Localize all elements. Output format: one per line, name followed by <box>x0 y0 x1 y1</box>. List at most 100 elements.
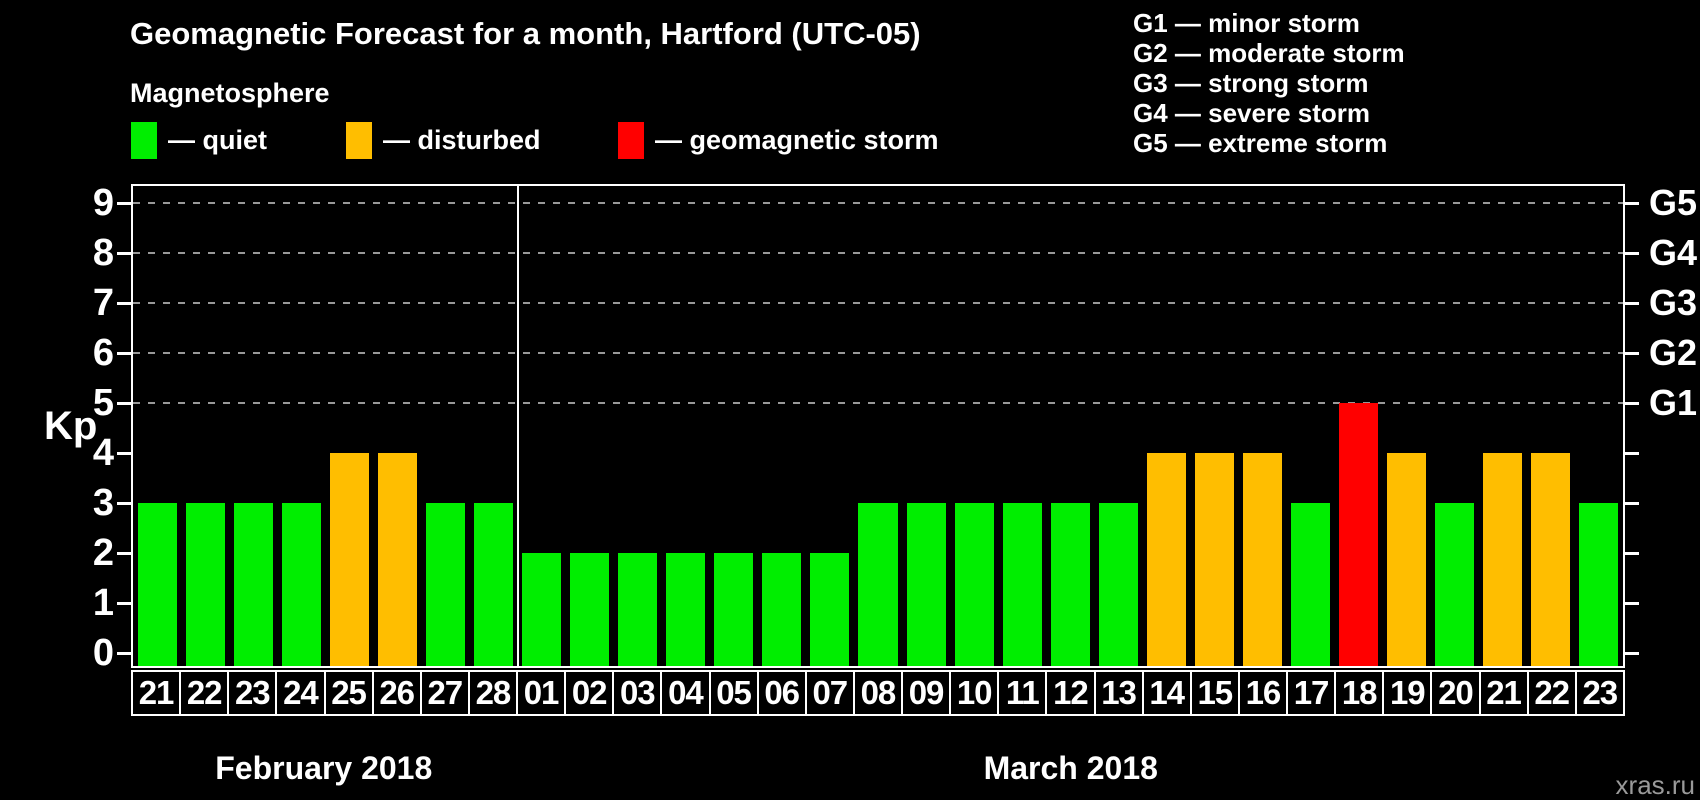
y-axis-tick <box>117 502 131 505</box>
kp-bar-march-03 <box>618 553 658 666</box>
kp-bar-february-25 <box>329 453 369 666</box>
kp-bar-february-24 <box>281 503 321 666</box>
kp-bar-february-23 <box>233 503 273 666</box>
right-axis-tick <box>1625 502 1639 505</box>
y-axis-tick <box>117 452 131 455</box>
g-legend-line-4: G4 — severe storm <box>1133 98 1371 128</box>
date-cell-march-10: 10 <box>949 670 1000 716</box>
kp-bar-march-14 <box>1146 453 1186 666</box>
kp-bar-february-21 <box>137 503 177 666</box>
kp-bar-march-11 <box>1002 503 1042 666</box>
date-cell-march-09: 09 <box>901 670 952 716</box>
date-cell-february-21: 21 <box>131 670 182 716</box>
kp-bar-march-22 <box>1531 453 1571 666</box>
legend-item-quiet: — quiet <box>131 121 267 159</box>
y-tick-label-7: 7 <box>92 282 114 324</box>
kp-bar-february-27 <box>425 503 465 666</box>
date-cell-march-19: 19 <box>1382 670 1433 716</box>
right-axis-tick <box>1625 652 1639 655</box>
gridline-kp5 <box>133 402 1623 404</box>
legend-swatch-quiet <box>131 121 157 159</box>
date-cell-march-14: 14 <box>1141 670 1192 716</box>
kp-bar-march-01 <box>522 553 562 666</box>
month-divider <box>516 186 519 666</box>
y-tick-label-3: 3 <box>92 482 114 524</box>
date-cell-march-16: 16 <box>1237 670 1288 716</box>
gridline-kp6 <box>133 352 1623 354</box>
date-cell-february-28: 28 <box>467 670 518 716</box>
date-cell-march-21: 21 <box>1478 670 1529 716</box>
y-tick-label-5: 5 <box>92 382 114 424</box>
legend-item-disturbed: — disturbed <box>346 121 541 159</box>
kp-bar-february-22 <box>185 503 225 666</box>
y-axis-tick <box>117 402 131 405</box>
chart-title: Geomagnetic Forecast for a month, Hartfo… <box>130 16 921 51</box>
right-axis-tick <box>1625 602 1639 605</box>
kp-bar-march-23 <box>1579 503 1619 666</box>
right-axis-tick <box>1625 202 1639 205</box>
month-label-february: February 2018 <box>215 750 433 786</box>
kp-bar-march-07 <box>810 553 850 666</box>
date-cell-february-26: 26 <box>371 670 422 716</box>
right-axis-tick <box>1625 552 1639 555</box>
kp-bar-march-13 <box>1098 503 1138 666</box>
y-axis-tick <box>117 352 131 355</box>
kp-bar-march-08 <box>858 503 898 666</box>
kp-bar-march-06 <box>762 553 802 666</box>
y-tick-label-2: 2 <box>92 532 114 574</box>
kp-bar-march-10 <box>954 503 994 666</box>
right-axis-tick <box>1625 452 1639 455</box>
date-cell-march-20: 20 <box>1430 670 1481 716</box>
y-tick-label-4: 4 <box>92 432 114 474</box>
gridline-kp7 <box>133 302 1623 304</box>
g-legend-line-3: G3 — strong storm <box>1133 68 1369 98</box>
date-cell-march-13: 13 <box>1093 670 1144 716</box>
legend-item-label: — disturbed <box>383 124 541 155</box>
kp-bar-march-04 <box>666 553 706 666</box>
kp-bar-march-15 <box>1194 453 1234 666</box>
y-axis-tick <box>117 652 131 655</box>
date-cell-march-11: 11 <box>997 670 1048 716</box>
date-cell-march-22: 22 <box>1526 670 1577 716</box>
date-cell-march-12: 12 <box>1045 670 1096 716</box>
y-axis-tick <box>117 602 131 605</box>
right-axis-tick <box>1625 402 1639 405</box>
g-legend-line-2: G2 — moderate storm <box>1133 38 1405 68</box>
kp-bar-february-26 <box>377 453 417 666</box>
y-axis-tick <box>117 302 131 305</box>
gridline-kp9 <box>133 202 1623 204</box>
y-axis-label: Kp <box>44 404 98 448</box>
y-axis-tick <box>117 202 131 205</box>
date-cell-march-23: 23 <box>1574 670 1625 716</box>
y-tick-label-8: 8 <box>92 232 114 274</box>
kp-bar-february-28 <box>473 503 513 666</box>
legend-item-storm: — geomagnetic storm <box>618 121 939 159</box>
magnetosphere-legend: — quiet — disturbed — geomagnetic storm <box>0 121 1100 159</box>
date-cell-march-02: 02 <box>564 670 615 716</box>
date-cell-february-25: 25 <box>323 670 374 716</box>
right-axis-tick <box>1625 352 1639 355</box>
kp-bar-march-19 <box>1387 453 1427 666</box>
date-cell-march-17: 17 <box>1286 670 1337 716</box>
y-axis-tick <box>117 252 131 255</box>
x-axis-date-row: 21 22 23 24 25 26 27 28 01 02 03 04 05 06 07 08 09 10 11 12… <box>131 670 1625 716</box>
date-cell-march-07: 07 <box>804 670 855 716</box>
kp-bar-march-20 <box>1435 503 1475 666</box>
g-legend-line-5: G5 — extreme storm <box>1133 128 1388 158</box>
g-scale-label-g2: G2 <box>1649 332 1698 373</box>
g-scale-label-g5: G5 <box>1649 182 1698 223</box>
kp-bar-march-18 <box>1339 403 1379 666</box>
g-scale-label-g4: G4 <box>1649 232 1698 273</box>
kp-bar-march-09 <box>906 503 946 666</box>
g-scale-label-g3: G3 <box>1649 282 1698 323</box>
y-tick-label-1: 1 <box>92 582 114 624</box>
date-cell-march-08: 08 <box>852 670 903 716</box>
legend-item-label: — geomagnetic storm <box>655 124 939 155</box>
watermark: xras.ru <box>1615 770 1695 800</box>
y-tick-label-0: 0 <box>92 632 114 674</box>
kp-bar-march-02 <box>570 553 610 666</box>
date-cell-february-24: 24 <box>275 670 326 716</box>
date-cell-february-23: 23 <box>227 670 278 716</box>
g-scale-label-g1: G1 <box>1649 382 1698 423</box>
